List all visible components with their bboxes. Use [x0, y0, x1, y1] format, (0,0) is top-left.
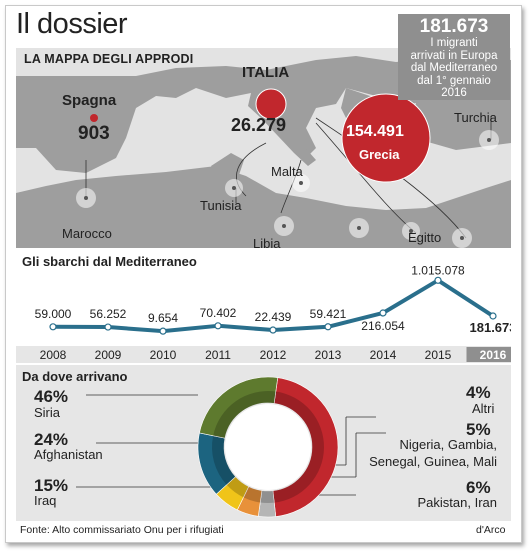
tunisia-coast: [211, 153, 244, 180]
infographic-frame: Il dossier: [5, 5, 522, 543]
map-svg: [16, 56, 511, 248]
line-point: [159, 327, 167, 335]
altri-pct: 4%: [466, 383, 491, 402]
italy-value: 26.279: [231, 115, 287, 135]
stat-box: 181.673 I migranti arrivati in Europa da…: [398, 14, 510, 100]
stat-text: I migranti arrivati in Europa dal Medite…: [398, 37, 510, 100]
africa-pct: 5%: [466, 420, 491, 439]
donut-slice-afghanistan: [199, 376, 279, 439]
stat-line: I migranti: [430, 37, 478, 49]
year-tick-label: 2011: [205, 348, 231, 362]
stat-line: dal Mediterraneo: [410, 62, 498, 74]
year-tick-label: 2015: [425, 348, 452, 362]
afghanistan-pct: 24%: [34, 430, 69, 449]
year-tick-label: 2016: [480, 348, 507, 362]
value-label: 1.015.078: [411, 263, 465, 277]
spain-name: Spagna: [62, 92, 117, 109]
line-chart: 59.000 2008 56.252 2009 9.654 2010 70.402 2011 2…: [16, 263, 512, 363]
value-label: 59.000: [35, 307, 72, 321]
value-label: 70.402: [200, 306, 237, 320]
year-strip: [16, 346, 511, 363]
donut-inner-shade: [213, 391, 276, 439]
map-heading: LA MAPPA DEGLI APPRODI: [24, 52, 194, 66]
line-point: [104, 323, 112, 331]
donut-section: Da dove arrivano 46% Siria 24% Afghanist…: [16, 365, 511, 521]
iraq-pct: 15%: [34, 476, 69, 495]
turchia-dot: [487, 138, 491, 142]
greece-value: 154.491: [346, 123, 404, 140]
donut-slice-siria: [272, 377, 339, 517]
malta-dot: [299, 181, 303, 185]
line-chart-section: Gli sbarchi dal Mediterraneo 59.000 2008 5…: [16, 251, 511, 363]
donut-hole: [225, 404, 311, 490]
africa-line1: Nigeria, Gambia,: [399, 437, 497, 452]
donut-inner-shade: [260, 490, 275, 503]
iraq-name: Iraq: [34, 493, 57, 508]
pakistan-pct: 6%: [466, 478, 491, 497]
value-label: 22.439: [255, 310, 292, 324]
egitto-dot-3: [460, 236, 464, 240]
source-note: Fonte: Alto commissariato Onu per i rifu…: [20, 524, 224, 536]
donut-inner-shade: [243, 486, 262, 503]
pakistan-name: Pakistan, Iran: [417, 495, 498, 510]
europe-landmass: [16, 56, 511, 173]
line-point: [214, 322, 222, 330]
year-tick-label: 2014: [370, 348, 397, 362]
siria-name: Siria: [34, 405, 61, 420]
stat-line: 2016: [441, 87, 467, 99]
africa-line2: Senegal, Guinea, Mali: [369, 454, 497, 469]
stat-line: dal 1° gennaio: [417, 74, 491, 87]
egitto-dot-2: [409, 229, 413, 233]
value-label: 56.252: [90, 307, 127, 321]
italy-bubble: [255, 88, 287, 120]
africa-landmass: [16, 166, 511, 248]
tunisia-label: Tunisia: [200, 198, 242, 213]
tunisia-dot: [232, 186, 236, 190]
marocco-label: Marocco: [62, 226, 112, 241]
value-label: 9.654: [148, 311, 178, 325]
stat-line: arrivati in Europa: [410, 49, 498, 62]
line-chart-title: Gli sbarchi dal Mediterraneo: [22, 254, 197, 269]
year-tick-label: 2008: [40, 348, 67, 362]
year-highlight: [466, 347, 511, 362]
spain-bubble: [90, 114, 98, 122]
greece-name: Grecia: [359, 147, 400, 162]
altri-name: Altri: [472, 401, 495, 416]
siria-pct: 46%: [34, 387, 69, 406]
greece-bubble: [341, 93, 431, 183]
year-tick-label: 2013: [315, 348, 342, 362]
italy-name: ITALIA: [242, 64, 290, 81]
value-label: 181.673: [470, 320, 512, 335]
donut-inner-shade: [212, 435, 236, 485]
connector-libia: [280, 159, 302, 214]
turchia-label: Turchia: [454, 110, 497, 125]
afghanistan-name: Afghanistan: [34, 447, 103, 462]
value-label: 216.054: [361, 319, 405, 333]
marocco-dot: [84, 196, 88, 200]
line-point: [379, 309, 387, 317]
spain-value: 903: [78, 123, 110, 144]
page-title: Il dossier: [16, 8, 128, 40]
donut-chart: [76, 376, 386, 518]
egitto-label: Egitto: [408, 230, 442, 245]
malta-label: Malta: [271, 164, 303, 179]
year-tick-label: 2009: [95, 348, 122, 362]
line-point: [269, 326, 277, 334]
value-label: 59.421: [310, 307, 347, 321]
year-tick-label: 2012: [260, 348, 287, 362]
year-tick-label: 2010: [150, 348, 177, 362]
line-point: [489, 312, 497, 320]
egitto-dot: [357, 226, 361, 230]
donut-inner-shade: [226, 476, 249, 498]
donut-title: Da dove arrivano: [22, 369, 128, 384]
libia-dot: [282, 224, 286, 228]
line-point: [434, 276, 442, 284]
line-point: [324, 323, 332, 331]
connector-egitto: [315, 122, 417, 234]
donut-inner-shade: [272, 391, 325, 503]
libia-label: Libia: [253, 236, 281, 251]
credit-note: d'Arco: [476, 524, 506, 536]
line-point: [49, 323, 57, 331]
stat-number: 181.673: [419, 16, 489, 37]
